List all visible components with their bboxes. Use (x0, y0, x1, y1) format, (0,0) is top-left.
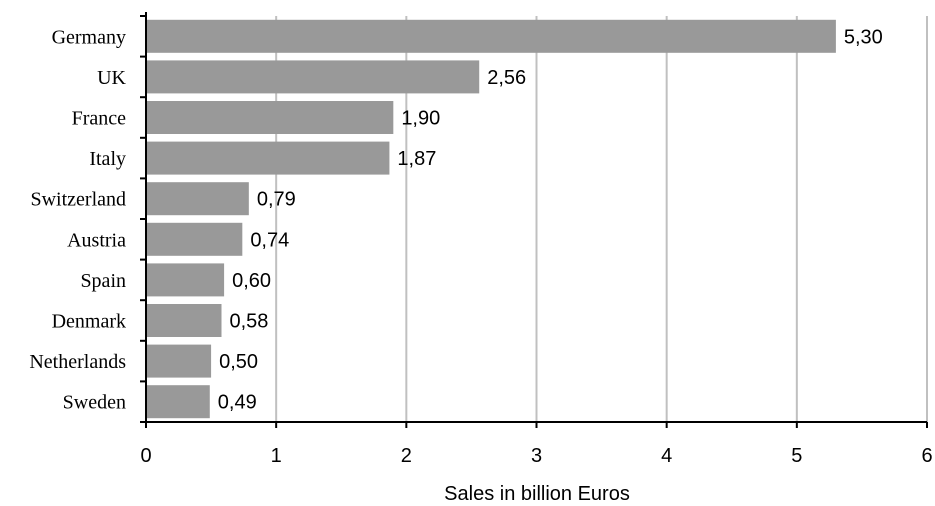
bars (146, 19, 836, 419)
x-tick-label: 3 (531, 445, 542, 467)
category-label: Sweden (63, 392, 126, 414)
x-tick-label: 2 (401, 445, 412, 467)
data-label: 0,58 (229, 311, 268, 333)
data-label: 5,30 (844, 26, 883, 48)
x-tick-label: 4 (661, 445, 672, 467)
x-tick-label: 0 (140, 445, 151, 467)
category-label: Netherlands (29, 351, 126, 373)
bar (146, 182, 249, 216)
category-label: France (72, 108, 127, 130)
x-axis-title: Sales in billion Euros (444, 483, 630, 505)
bar (146, 385, 210, 419)
bar (146, 60, 480, 94)
bar (146, 19, 836, 53)
category-label: Spain (80, 270, 126, 292)
category-label: Italy (89, 148, 126, 170)
bar (146, 222, 243, 256)
data-label: 0,60 (232, 270, 271, 292)
data-label: 0,49 (218, 392, 257, 414)
labels: Germany 5,30 UK 2,56 France 1,90 Italy 1,87 Swit… (29, 26, 932, 467)
axes (140, 12, 928, 428)
bar (146, 263, 225, 297)
x-tick-label: 1 (271, 445, 282, 467)
data-label: 0,50 (219, 351, 258, 373)
bar (146, 101, 394, 134)
data-label: 2,56 (487, 67, 526, 89)
category-label: Denmark (52, 311, 126, 333)
category-label: Austria (67, 229, 126, 251)
category-label: Germany (52, 26, 126, 48)
category-label: UK (97, 67, 126, 89)
data-label: 0,79 (257, 189, 296, 211)
data-label: 0,74 (250, 229, 289, 251)
bar (146, 344, 212, 378)
data-label: 1,87 (397, 148, 436, 170)
x-tick-label: 6 (921, 445, 932, 467)
category-label: Switzerland (30, 189, 126, 211)
bar (146, 141, 390, 175)
data-label: 1,90 (401, 108, 440, 130)
x-tick-label: 5 (791, 445, 802, 467)
bar (146, 304, 222, 337)
